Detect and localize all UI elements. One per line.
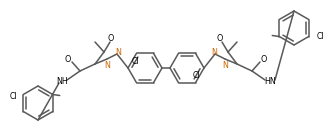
Text: Cl: Cl	[10, 92, 17, 101]
Text: Cl: Cl	[132, 57, 139, 66]
Text: Cl: Cl	[317, 32, 324, 41]
Text: N: N	[115, 48, 121, 56]
Text: O: O	[108, 33, 114, 43]
Text: O: O	[65, 54, 71, 64]
Text: NH: NH	[56, 76, 68, 85]
Text: Cl: Cl	[193, 71, 200, 80]
Text: N: N	[222, 60, 228, 70]
Text: O: O	[261, 54, 267, 64]
Text: N: N	[211, 48, 217, 56]
Text: O: O	[217, 33, 223, 43]
Text: N: N	[104, 60, 110, 70]
Text: HN: HN	[264, 76, 276, 85]
